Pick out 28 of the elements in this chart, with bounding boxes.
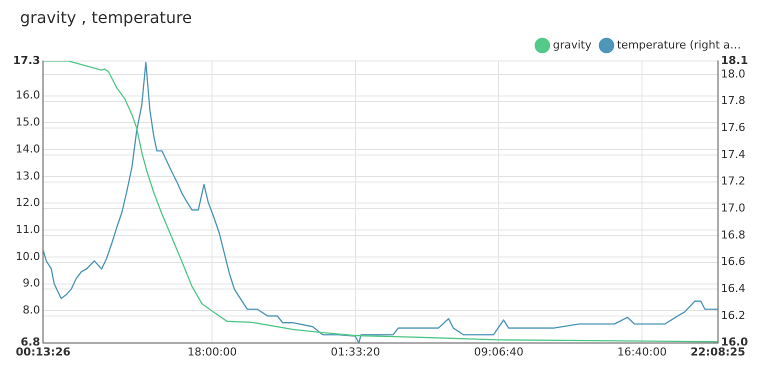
y-tick-label: 16.0 bbox=[16, 88, 40, 102]
y-tick-label: 9.0 bbox=[22, 276, 40, 290]
y2-tick-label: 16.2 bbox=[720, 308, 746, 322]
y2-tick-label: 17.6 bbox=[720, 120, 746, 134]
y2-tick-label: 16.6 bbox=[720, 255, 746, 268]
y2-tick-label: 18.0 bbox=[720, 67, 746, 80]
y2-tick-label: 17.8 bbox=[720, 94, 746, 108]
y2-tick-label: 16.8 bbox=[720, 228, 746, 242]
y2-tick-label: 16.4 bbox=[720, 282, 746, 295]
y-tick-label: 15.0 bbox=[16, 116, 40, 129]
y-tick-label: 11.0 bbox=[16, 222, 40, 236]
chart-title: gravity , temperature bbox=[20, 8, 192, 27]
legend-label: temperature (right a… bbox=[616, 38, 741, 52]
y2-tick-label: 17.0 bbox=[720, 201, 746, 214]
y2-tick-label: 17.2 bbox=[720, 174, 746, 188]
y-tick-label: 17.3 bbox=[13, 54, 40, 67]
x-tick-label: 09:06:40 bbox=[474, 345, 524, 358]
x-tick-label: 16:40:00 bbox=[617, 345, 667, 358]
x-tick-label: 01:33:20 bbox=[330, 345, 380, 358]
legend-label: gravity bbox=[552, 38, 592, 52]
y-tick-label: 10.0 bbox=[16, 250, 40, 263]
x-tick-label: 18:00:00 bbox=[188, 345, 237, 358]
y-tick-label: 8.0 bbox=[22, 303, 40, 316]
y2-tick-label: 17.4 bbox=[720, 148, 746, 161]
y-tick-label: 14.0 bbox=[16, 142, 40, 156]
y2-tick-label: 18.1 bbox=[720, 54, 748, 67]
y-tick-label: 13.0 bbox=[16, 169, 40, 182]
y-tick-label: 12.0 bbox=[16, 196, 40, 210]
